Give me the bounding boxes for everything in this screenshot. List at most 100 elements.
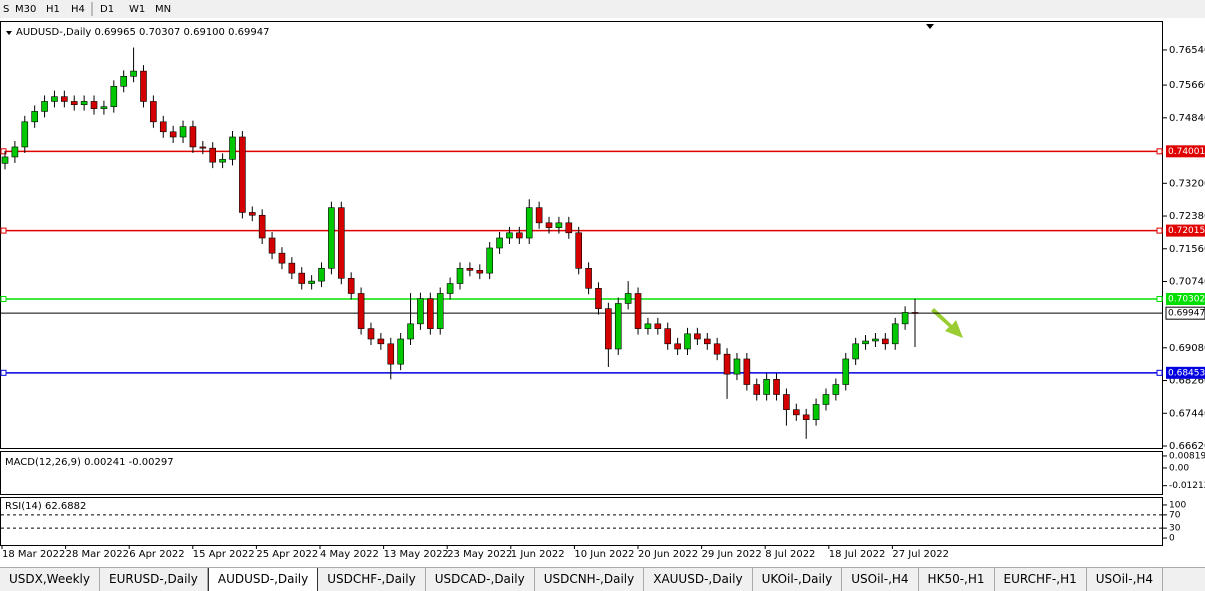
candle-body: [842, 358, 850, 385]
candle-body: [31, 111, 38, 123]
candle-body: [427, 298, 434, 329]
candle-body: [229, 136, 236, 160]
timeframe-button[interactable]: W1: [129, 4, 145, 15]
candle-body: [614, 303, 622, 350]
x-tick-label: 28 Mar 2022: [66, 549, 129, 560]
candle-body: [753, 384, 761, 395]
price-label: 0.74001: [1168, 147, 1205, 157]
level-handle: [1156, 148, 1163, 155]
y-tick-label: 0: [1169, 534, 1175, 544]
candle-body: [763, 379, 770, 395]
candle-body: [140, 70, 147, 102]
candle-body: [397, 338, 404, 365]
candle-body: [288, 262, 296, 274]
x-tick-label: 18 Mar 2022: [2, 549, 65, 560]
x-tick-label: 8 Jul 2022: [765, 549, 815, 560]
candle-body: [278, 252, 286, 264]
candle-body: [318, 268, 325, 282]
tab[interactable]: USDX,Weekly: [0, 568, 100, 591]
candle-body: [328, 207, 335, 269]
candle-body: [466, 268, 474, 271]
timeframe-button[interactable]: H4: [71, 4, 85, 15]
candle-body: [525, 207, 533, 239]
menu-arrow: [6, 31, 12, 35]
level-handle: [0, 369, 7, 376]
price-label: 0.72015: [1168, 226, 1205, 236]
tab[interactable]: USDCHF-,Daily: [318, 568, 426, 591]
tab[interactable]: EURUSD-,Daily: [100, 568, 208, 591]
y-tick-label: 70: [1169, 510, 1181, 520]
candle-body: [347, 278, 355, 294]
candle-body: [387, 343, 395, 365]
candle-body: [664, 328, 672, 345]
rsi-panel: [0, 497, 1163, 546]
price-label: 0.69947: [1168, 309, 1205, 319]
candle-body: [901, 312, 909, 325]
timeframe-button[interactable]: S: [3, 4, 9, 15]
candle-body: [802, 414, 810, 420]
candle-body: [654, 323, 662, 329]
candle-body: [555, 222, 563, 228]
y-tick-label: 100: [1169, 500, 1186, 510]
main-panel: [0, 21, 1163, 449]
timeframe-button[interactable]: MN: [155, 4, 171, 15]
candle-body: [516, 232, 523, 239]
price-label: 0.68453: [1168, 368, 1205, 378]
candle-body: [832, 384, 840, 395]
tab[interactable]: USOil-,H4: [1087, 568, 1164, 591]
candle-body: [733, 358, 741, 375]
candle-body: [812, 404, 820, 420]
toolbar: [0, 0, 1205, 18]
tab[interactable]: USOil-,H4: [842, 568, 919, 591]
price-label-box: [1166, 145, 1205, 158]
candle-body: [723, 353, 731, 375]
candle-body: [407, 323, 414, 340]
x-tick-label: 1 Jun 2022: [511, 549, 565, 560]
candle-body: [90, 101, 98, 109]
timeframe-button[interactable]: M30: [15, 4, 36, 15]
level-handle: [0, 148, 7, 155]
x-tick-label: 15 Apr 2022: [193, 549, 255, 560]
timeframe-button[interactable]: H1: [46, 4, 60, 15]
chart: AUDUSD-,Daily 0.69965 0.70307 0.69100 0.…: [0, 0, 1205, 560]
tab[interactable]: AUDUSD-,Daily: [207, 568, 319, 591]
candle-body: [248, 212, 256, 216]
x-tick-label: 13 May 2022: [384, 549, 449, 560]
price-label-box: [1166, 224, 1205, 237]
candle-body: [1, 156, 9, 164]
macd-title: MACD(12,26,9) 0.00241 -0.00297: [5, 457, 174, 468]
shift-marker: [926, 24, 934, 29]
candle-body: [684, 333, 691, 350]
y-tick-label: 30: [1169, 524, 1181, 534]
tab[interactable]: HK50-,H1: [919, 568, 995, 591]
candle-body: [150, 101, 157, 123]
tab[interactable]: USDCNH-,Daily: [535, 568, 645, 591]
price-label-box: [1166, 366, 1205, 379]
tab[interactable]: USDCAD-,Daily: [426, 568, 535, 591]
candle-body: [872, 338, 879, 342]
candle-body: [268, 237, 276, 254]
candle-body: [852, 343, 859, 360]
timeframe-button[interactable]: D1: [100, 4, 114, 15]
candle-body: [189, 126, 197, 148]
x-tick-label: 29 Jun 2022: [702, 549, 762, 560]
tab[interactable]: XAUUSD-,Daily: [644, 568, 753, 591]
candle-body: [159, 121, 167, 133]
level-handle: [1156, 295, 1163, 302]
candle-body: [565, 222, 573, 234]
candle-body: [11, 146, 19, 158]
price-label: 0.70302: [1168, 294, 1205, 304]
candle-body: [239, 136, 246, 213]
candle-body: [911, 312, 919, 314]
tab[interactable]: UKOil-,Daily: [753, 568, 843, 591]
candle-body: [595, 287, 602, 309]
chart-title: AUDUSD-,Daily 0.69965 0.70307 0.69100 0.…: [16, 27, 269, 38]
tab[interactable]: EURCHF-,H1: [995, 568, 1087, 591]
candle-body: [199, 146, 207, 149]
